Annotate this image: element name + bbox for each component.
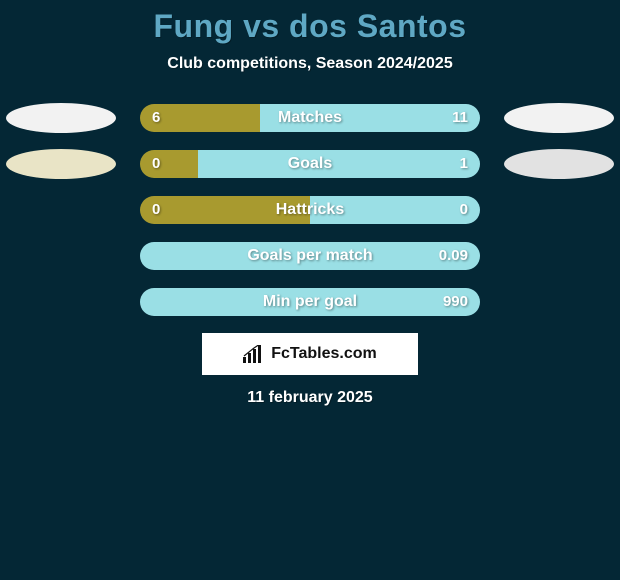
subtitle: Club competitions, Season 2024/2025: [0, 55, 620, 73]
brand-logo: FcTables.com: [202, 333, 418, 375]
bar-track: [140, 288, 480, 316]
page-title: Fung vs dos Santos: [0, 8, 620, 45]
bar-right: [310, 196, 480, 224]
bar-right: [140, 242, 480, 270]
bar-left: [140, 104, 260, 132]
bar-left: [140, 150, 198, 178]
stat-row: Goals per match0.09: [0, 233, 620, 279]
stat-row: Hattricks00: [0, 187, 620, 233]
team-badge-left: [6, 149, 116, 179]
comparison-bars: Matches611Goals01Hattricks00Goals per ma…: [0, 95, 620, 325]
stat-row: Matches611: [0, 95, 620, 141]
bar-track: [140, 104, 480, 132]
date-text: 11 february 2025: [0, 389, 620, 407]
brand-text: FcTables.com: [271, 345, 377, 363]
bar-left: [140, 196, 310, 224]
bar-track: [140, 196, 480, 224]
bar-track: [140, 150, 480, 178]
bar-right: [140, 288, 480, 316]
team-badge-right: [504, 149, 614, 179]
stat-row: Goals01: [0, 141, 620, 187]
bar-right: [260, 104, 480, 132]
team-badge-left: [6, 103, 116, 133]
bar-right: [198, 150, 480, 178]
team-badge-right: [504, 103, 614, 133]
bar-track: [140, 242, 480, 270]
stat-row: Min per goal990: [0, 279, 620, 325]
chart-icon: [243, 345, 265, 363]
